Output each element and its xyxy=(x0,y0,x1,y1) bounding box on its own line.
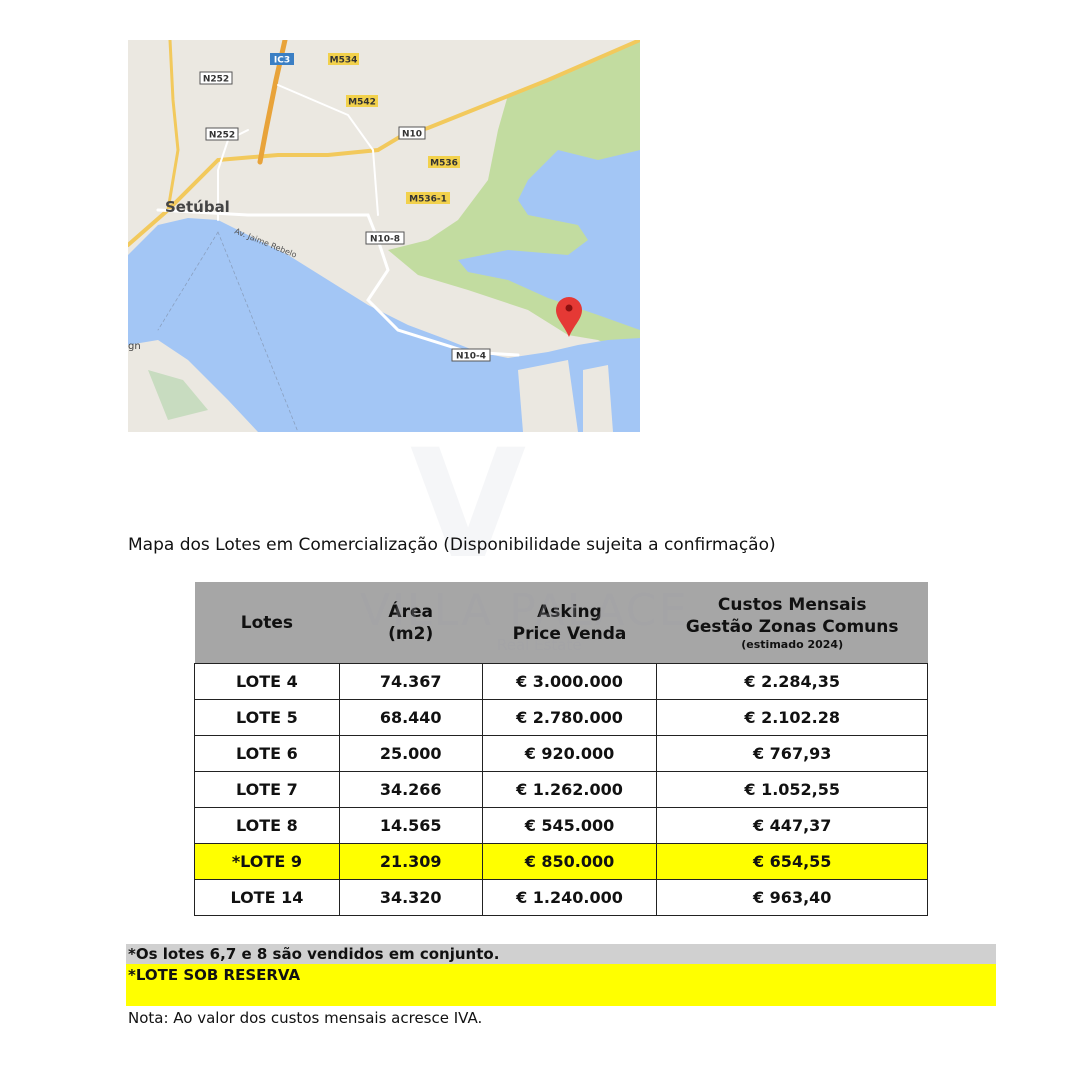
partial-place-label: gn xyxy=(128,341,141,352)
road-badge-m534: M534 xyxy=(328,53,359,66)
svg-text:N10: N10 xyxy=(402,130,422,140)
svg-text:IC3: IC3 xyxy=(274,56,290,66)
header-area: Área (m2) xyxy=(339,582,483,664)
cell-lote: LOTE 14 xyxy=(194,879,340,916)
header-price: Asking Price Venda xyxy=(482,582,657,664)
cell-area: 21.309 xyxy=(338,843,483,880)
svg-text:M542: M542 xyxy=(348,98,376,108)
header-lotes: Lotes xyxy=(194,582,340,664)
cell-price: € 3.000.000 xyxy=(481,663,658,700)
road-n10 xyxy=(128,40,640,247)
svg-text:N252: N252 xyxy=(203,75,229,85)
cell-custos: € 2.284,35 xyxy=(656,663,928,700)
cell-area: 34.320 xyxy=(338,879,483,916)
road-badge-n252: N252 xyxy=(199,71,233,85)
cell-area: 74.367 xyxy=(338,663,483,700)
location-map: IC3 M534 N252 M542 N252 N10 M536 M536-1 … xyxy=(128,40,640,432)
road-badge-m536: M536 xyxy=(428,156,460,169)
note-vat: Nota: Ao valor dos custos mensais acresc… xyxy=(128,1009,483,1027)
table-row: LOTE 8 14.565 € 545.000 € 447,37 xyxy=(194,807,928,844)
road-badge-m536-1: M536-1 xyxy=(406,192,450,205)
table-row: LOTE 7 34.266 € 1.262.000 € 1.052,55 xyxy=(194,771,928,808)
road-badge-n10-4: N10-4 xyxy=(451,348,491,362)
road-n252 xyxy=(166,40,180,212)
svg-text:N10-8: N10-8 xyxy=(370,235,400,245)
road-badge-n10: N10 xyxy=(398,126,426,140)
watermark-logo: V xyxy=(410,418,527,592)
table-row: *LOTE 9 21.309 € 850.000 € 654,55 xyxy=(194,843,928,880)
note-reserved: *LOTE SOB RESERVA xyxy=(126,964,996,1006)
estuary-water xyxy=(458,150,640,330)
page-caption: Mapa dos Lotes em Comercialização (Dispo… xyxy=(128,535,776,555)
cell-custos: € 2.102.28 xyxy=(656,699,928,736)
bay-water xyxy=(128,218,640,432)
cell-price: € 920.000 xyxy=(481,735,658,772)
cell-price: € 2.780.000 xyxy=(481,699,658,736)
cell-price: € 850.000 xyxy=(481,843,658,880)
road-badge-m542: M542 xyxy=(346,95,378,108)
cell-lote: LOTE 6 xyxy=(194,735,340,772)
cell-lote: LOTE 8 xyxy=(194,807,340,844)
cell-custos: € 654,55 xyxy=(656,843,928,880)
road-badge-ic3: IC3 xyxy=(270,53,294,66)
cell-price: € 1.262.000 xyxy=(481,771,658,808)
svg-text:M536-1: M536-1 xyxy=(409,195,447,205)
table-row: LOTE 4 74.367 € 3.000.000 € 2.284,35 xyxy=(194,663,928,700)
svg-text:N252: N252 xyxy=(209,131,235,141)
road-badge-n252: N252 xyxy=(205,127,239,141)
cell-area: 34.266 xyxy=(338,771,483,808)
cell-custos: € 963,40 xyxy=(656,879,928,916)
road-badge-n10-8: N10-8 xyxy=(365,231,405,245)
road-n10-8 xyxy=(156,208,520,357)
cell-price: € 1.240.000 xyxy=(481,879,658,916)
cell-area: 68.440 xyxy=(338,699,483,736)
table-row: LOTE 6 25.000 € 920.000 € 767,93 xyxy=(194,735,928,772)
svg-text:N10-4: N10-4 xyxy=(456,352,486,362)
cell-custos: € 767,93 xyxy=(656,735,928,772)
cell-lote: LOTE 4 xyxy=(194,663,340,700)
table-row: LOTE 5 68.440 € 2.780.000 € 2.102.28 xyxy=(194,699,928,736)
cell-area: 25.000 xyxy=(338,735,483,772)
svg-text:M536: M536 xyxy=(430,159,458,169)
cell-price: € 545.000 xyxy=(481,807,658,844)
svg-text:M534: M534 xyxy=(330,56,358,66)
cell-custos: € 447,37 xyxy=(656,807,928,844)
table-row: LOTE 14 34.320 € 1.240.000 € 963,40 xyxy=(194,879,928,916)
map-marker-icon[interactable] xyxy=(556,297,582,337)
peninsula xyxy=(128,340,258,432)
cell-custos: € 1.052,55 xyxy=(656,771,928,808)
cell-lote: LOTE 5 xyxy=(194,699,340,736)
cell-lote: LOTE 7 xyxy=(194,771,340,808)
cell-lote: *LOTE 9 xyxy=(194,843,340,880)
cell-area: 14.565 xyxy=(338,807,483,844)
header-custos: Custos Mensais Gestão Zonas Comuns (estima… xyxy=(656,582,928,664)
table-header-row: Lotes Área (m2) Asking Price Venda Custos … xyxy=(194,582,928,664)
city-label: Setúbal xyxy=(165,198,230,216)
note-joint-sale: *Os lotes 6,7 e 8 são vendidos em conjun… xyxy=(126,944,996,964)
lots-table: Lotes Área (m2) Asking Price Venda Custos … xyxy=(194,582,928,916)
